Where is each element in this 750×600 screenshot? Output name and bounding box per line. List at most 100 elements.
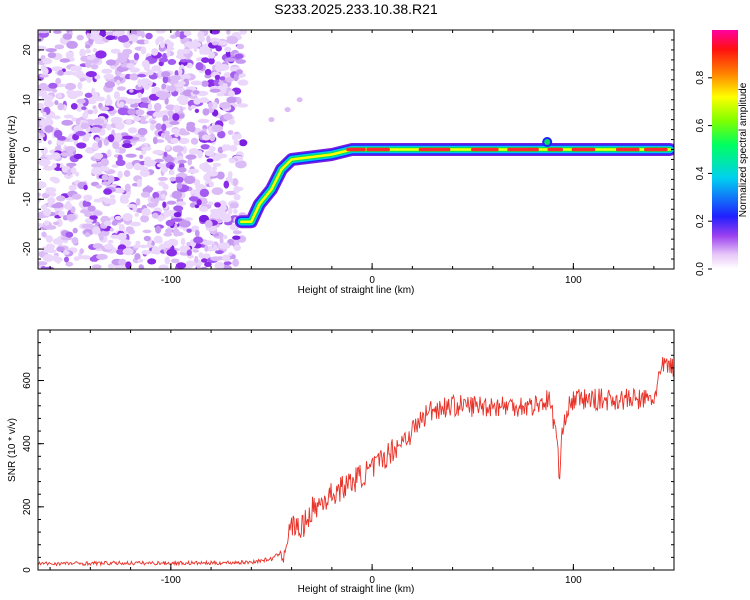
noise-blob: [121, 197, 129, 204]
noise-blob: [206, 35, 211, 44]
noise-blob: [186, 124, 192, 132]
noise-blob: [167, 110, 175, 117]
noise-blob: [154, 158, 164, 163]
noise-blob: [53, 221, 60, 226]
noise-blob: [105, 35, 116, 41]
noise-blob: [104, 243, 114, 250]
noise-blob: [155, 225, 162, 234]
noise-blob: [218, 40, 228, 46]
noise-blob: [79, 248, 84, 255]
noise-blob: [230, 66, 236, 73]
noise-blob: [132, 205, 138, 213]
noise-blob: [51, 163, 57, 169]
noise-blob: [56, 219, 63, 227]
noise-blob: [133, 116, 141, 122]
noise-blob: [216, 92, 225, 97]
noise-blob: [165, 144, 171, 151]
noise-blob: [38, 158, 50, 167]
noise-blob: [41, 231, 47, 238]
noise-blob: [70, 167, 77, 174]
noise-blob: [143, 186, 154, 192]
noise-blob: [118, 224, 125, 232]
noise-blob: [233, 73, 239, 82]
noise-blob: [163, 232, 173, 237]
noise-blob: [84, 92, 93, 98]
noise-blob: [192, 90, 200, 95]
noise-blob: [214, 74, 221, 80]
noise-blob: [198, 36, 206, 43]
noise-blob: [225, 190, 237, 196]
noise-blob: [73, 90, 84, 97]
noise-blob: [82, 136, 90, 142]
noise-blob: [235, 59, 246, 64]
noise-blob: [113, 91, 120, 100]
noise-blob: [167, 42, 174, 48]
noise-blob: [227, 130, 234, 135]
noise-blob: [164, 156, 175, 163]
noise-blob: [228, 90, 235, 97]
noise-blob: [42, 166, 55, 171]
noise-blob: [177, 159, 187, 164]
x-tick-label: 100: [565, 275, 582, 286]
noise-blob: [178, 137, 190, 145]
y-tick-label: -20: [22, 241, 33, 256]
noise-blob: [117, 34, 130, 43]
noise-blob: [233, 185, 241, 194]
noise-blob: [180, 237, 186, 246]
noise-blob: [89, 127, 102, 133]
noise-blob: [232, 230, 242, 235]
noise-blob: [135, 198, 141, 206]
noise-blob: [173, 212, 182, 218]
noise-blob: [109, 227, 114, 232]
noise-blob: [204, 68, 212, 76]
noise-blob: [135, 240, 141, 246]
x-tick-label: -100: [161, 575, 181, 586]
noise-blob: [83, 194, 93, 201]
noise-blob: [193, 97, 201, 105]
noise-blob: [45, 243, 55, 251]
noise-blob: [208, 57, 215, 65]
noise-blob: [51, 203, 63, 209]
noise-blob: [95, 50, 107, 59]
noise-blob: [52, 177, 60, 184]
noise-blob: [195, 62, 204, 71]
y-tick-label: 200: [22, 498, 33, 515]
noise-blob: [214, 202, 221, 208]
noise-blob: [140, 97, 149, 103]
noise-blob: [94, 40, 106, 45]
noise-blob: [81, 51, 86, 56]
noise-blob: [161, 132, 165, 139]
noise-blob: [113, 30, 122, 37]
noise-blob: [72, 239, 78, 245]
noise-blob: [179, 219, 191, 228]
noise-blob: [38, 261, 48, 266]
noise-blob: [92, 243, 103, 249]
noise-blob: [152, 149, 164, 155]
noise-blob: [237, 103, 249, 108]
noise-blob: [76, 34, 84, 41]
noise-blob: [75, 131, 86, 136]
noise-blob: [100, 158, 109, 167]
heatmap-ylabel: Frequency (Hz): [7, 116, 18, 185]
y-tick-label: 400: [22, 435, 33, 452]
noise-blob: [219, 76, 226, 81]
noise-blob: [81, 223, 94, 229]
noise-blob: [115, 159, 126, 166]
noise-blob: [222, 216, 232, 223]
noise-blob: [161, 83, 167, 90]
noise-blob: [151, 65, 161, 72]
noise-blob: [129, 73, 139, 81]
noise-blob: [91, 167, 103, 176]
noise-blob: [228, 119, 236, 125]
noise-blob: [145, 32, 153, 40]
noise-blob: [127, 229, 135, 235]
noise-blob: [138, 137, 147, 142]
noise-blob: [194, 41, 202, 48]
noise-blob: [106, 59, 116, 66]
noise-blob: [194, 108, 200, 113]
chart-title: S233.2025.233.10.38.R21: [274, 1, 438, 17]
noise-blob: [129, 89, 134, 93]
noise-blob: [42, 208, 52, 217]
noise-blob: [87, 109, 94, 115]
noise-blob: [76, 142, 87, 149]
